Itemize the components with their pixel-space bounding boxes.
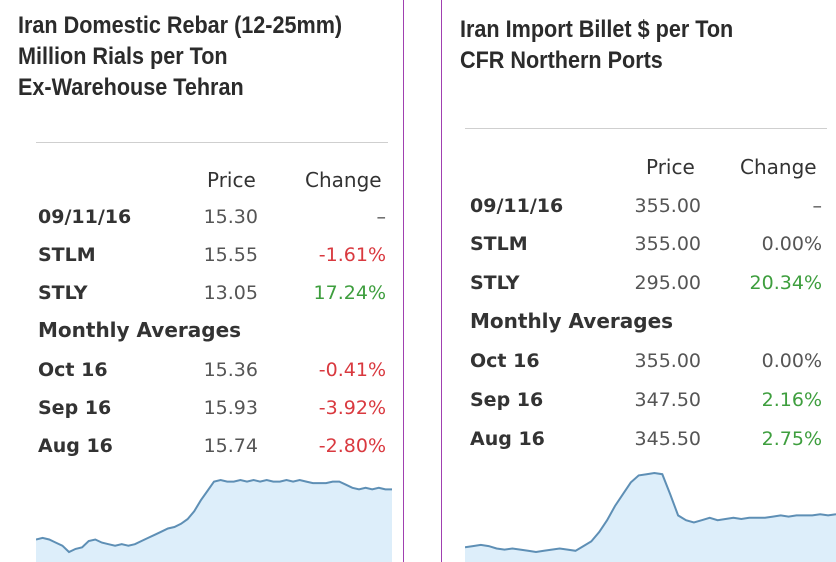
row-label: Aug 16: [470, 428, 545, 450]
table-row: Aug 16 15.74 -2.80%: [38, 431, 386, 461]
price-column-header: Price: [207, 168, 256, 192]
row-change: –: [812, 195, 823, 217]
header-divider: [36, 142, 388, 143]
monthly-averages-heading: Monthly Averages: [38, 318, 242, 342]
rebar-sparkline: [36, 478, 392, 562]
row-change: 0.00%: [761, 233, 822, 255]
panel-divider: [441, 0, 442, 562]
table-row: Oct 16 15.36 -0.41%: [38, 355, 386, 385]
row-change: 17.24%: [313, 282, 386, 304]
row-price: 15.55: [203, 244, 258, 266]
price-column-header: Price: [646, 155, 695, 179]
title-line: CFR Northern Ports: [460, 47, 663, 74]
table-row: Aug 16 345.50 2.75%: [470, 424, 822, 454]
table-row: STLY 295.00 20.34%: [470, 268, 822, 298]
row-change: -0.41%: [318, 359, 386, 381]
row-label: STLY: [38, 282, 88, 304]
row-label: Oct 16: [470, 350, 540, 372]
row-label: Sep 16: [470, 389, 544, 411]
header-divider: [465, 128, 827, 129]
row-price: 347.50: [634, 389, 701, 411]
table-row: Sep 16 15.93 -3.92%: [38, 393, 386, 423]
row-change: -3.92%: [318, 397, 386, 419]
sparkline-line: [36, 478, 392, 554]
sparkline-line: [465, 471, 836, 554]
row-change: 2.16%: [761, 389, 822, 411]
row-label: STLM: [38, 244, 96, 266]
table-row: 09/11/16 15.30 –: [38, 202, 386, 232]
row-price: 15.36: [203, 359, 258, 381]
row-price: 345.50: [634, 428, 701, 450]
row-label: 09/11/16: [470, 195, 564, 217]
title-line: Iran Domestic Rebar (12-25mm): [18, 12, 343, 39]
panel-divider: [403, 0, 404, 562]
row-change: 20.34%: [749, 272, 822, 294]
row-price: 295.00: [634, 272, 701, 294]
rebar-title: Iran Domestic Rebar (12-25mm) Million Ri…: [18, 10, 342, 103]
row-price: 355.00: [634, 195, 701, 217]
row-price: 355.00: [634, 233, 701, 255]
sparkline-area: [36, 480, 392, 562]
title-line: Million Rials per Ton: [18, 43, 228, 70]
table-row: STLM 355.00 0.00%: [470, 229, 822, 259]
change-column-header: Change: [305, 168, 382, 192]
table-row: Oct 16 355.00 0.00%: [470, 346, 822, 376]
table-row: STLY 13.05 17.24%: [38, 278, 386, 308]
sparkline-area: [465, 473, 836, 562]
table-row: STLM 15.55 -1.61%: [38, 240, 386, 270]
row-label: STLM: [470, 233, 528, 255]
row-change: 2.75%: [761, 428, 822, 450]
row-change: 0.00%: [761, 350, 822, 372]
row-label: Oct 16: [38, 359, 108, 381]
row-price: 355.00: [634, 350, 701, 372]
row-price: 15.30: [203, 206, 258, 228]
table-row: 09/11/16 355.00 –: [470, 191, 822, 221]
row-label: 09/11/16: [38, 206, 132, 228]
title-line: Ex-Warehouse Tehran: [18, 74, 244, 101]
table-row: Sep 16 347.50 2.16%: [470, 385, 822, 415]
billet-title: Iran Import Billet $ per Ton CFR Norther…: [460, 14, 733, 76]
row-label: STLY: [470, 272, 520, 294]
row-label: Sep 16: [38, 397, 112, 419]
row-change: -2.80%: [318, 435, 386, 457]
row-price: 15.74: [203, 435, 258, 457]
change-column-header: Change: [740, 155, 817, 179]
row-label: Aug 16: [38, 435, 113, 457]
monthly-averages-heading: Monthly Averages: [470, 309, 674, 333]
row-change: –: [376, 206, 387, 228]
rebar-panel: Iran Domestic Rebar (12-25mm) Million Ri…: [0, 0, 403, 562]
billet-panel: Iran Import Billet $ per Ton CFR Norther…: [441, 0, 836, 562]
row-price: 15.93: [203, 397, 258, 419]
row-change: -1.61%: [318, 244, 386, 266]
row-price: 13.05: [203, 282, 258, 304]
billet-sparkline: [465, 471, 836, 562]
title-line: Iran Import Billet $ per Ton: [460, 16, 734, 43]
